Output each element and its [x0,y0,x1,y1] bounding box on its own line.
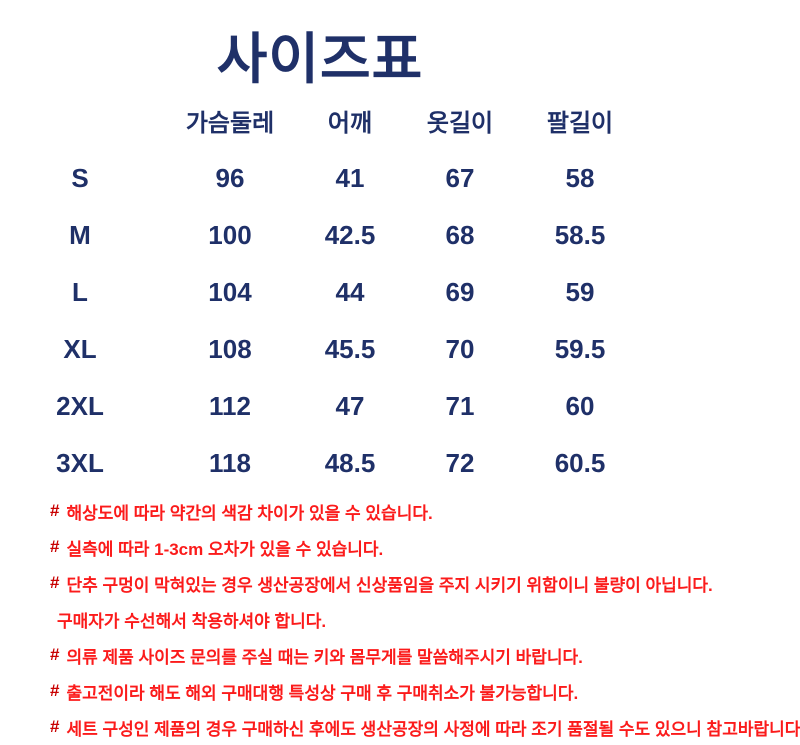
shoulder-value: 47 [335,391,365,421]
note-line: # 단추 구멍이 막혀있는 경우 생산공장에서 신상품임을 주지 시키기 위함이니… [0,565,800,601]
sleeve-value: 59.5 [554,334,606,364]
length-value: 70 [445,334,475,364]
note-text: 구매자가 수선해서 착용하셔야 합니다. [57,611,327,631]
length-value: 69 [445,277,475,307]
note-line: # 세트 구성인 제품의 경우 구매하신 후에도 생산공장의 사정에 따라 조기 … [0,709,800,745]
chest-value: 118 [209,448,251,478]
sleeve-value: 58.5 [554,220,606,250]
note-text: 단추 구멍이 막혀있는 경우 생산공장에서 신상품임을 주지 시키기 위함이니 … [66,575,713,595]
shoulder-value: 44 [335,277,365,307]
note-text: 세트 구성인 제품의 경우 구매하신 후에도 생산공장의 사정에 따라 조기 품… [66,719,800,739]
note-line: # 의류 제품 사이즈 문의를 주실 때는 키와 몸무게를 말씀해주시기 바랍니다… [0,637,800,673]
size-label: 2XL [56,391,104,421]
note-line: # 실측에 따라 1-3cm 오차가 있을 수 있습니다. [0,529,800,565]
length-value: 71 [445,391,475,421]
table-row: M 100 42.5 68 58.5 [0,207,640,264]
note-line: 구매자가 수선해서 착용하셔야 합니다. [0,601,800,637]
chest-value: 96 [215,163,245,193]
shoulder-value: 48.5 [324,448,376,478]
table-row: XL 108 45.5 70 59.5 [0,321,640,378]
note-hash: # [50,501,60,520]
note-text: 의류 제품 사이즈 문의를 주실 때는 키와 몸무게를 말씀해주시기 바랍니다. [66,647,583,667]
column-header-sleeve: 팔길이 [546,109,614,137]
table-row: 2XL 112 47 71 60 [0,378,640,435]
table-row: 3XL 118 48.5 72 60.5 [0,435,640,492]
note-hash: # [50,717,60,736]
note-hash: # [50,645,60,664]
size-label: S [71,163,89,193]
length-value: 72 [445,448,475,478]
chest-value: 112 [209,391,251,421]
sleeve-value: 59 [565,277,595,307]
note-line: # 해상도에 따라 약간의 색감 차이가 있을 수 있습니다. [0,493,800,529]
sleeve-value: 60.5 [554,448,606,478]
sleeve-value: 60 [565,391,595,421]
note-hash: # [50,681,60,700]
note-text: 실측에 따라 1-3cm 오차가 있을 수 있습니다. [66,539,384,559]
table-row: L 104 44 69 59 [0,264,640,321]
length-value: 68 [445,220,475,250]
page-title: 사이즈표 [216,28,424,90]
size-label: 3XL [56,448,104,478]
size-label: L [72,277,88,307]
note-text: 해상도에 따라 약간의 색감 차이가 있을 수 있습니다. [66,503,433,523]
table-header-row: 가슴둘레 어깨 옷길이 팔길이 [0,90,640,150]
table-row: S 96 41 67 58 [0,150,640,207]
size-label: M [69,220,91,250]
column-header-chest: 가슴둘레 [185,109,275,137]
length-value: 67 [445,163,475,193]
note-hash: # [50,573,60,592]
chest-value: 108 [208,334,252,364]
column-header-size [0,90,160,150]
shoulder-value: 42.5 [324,220,376,250]
chest-value: 100 [208,220,252,250]
column-header-shoulder: 어깨 [327,109,373,137]
notes-section: # 해상도에 따라 약간의 색감 차이가 있을 수 있습니다. # 실측에 따라 1… [0,492,800,745]
column-header-length: 옷길이 [426,109,494,137]
size-table: 가슴둘레 어깨 옷길이 팔길이 S 96 41 67 58 M 100 42.5 [0,90,640,492]
shoulder-value: 45.5 [324,334,376,364]
note-text: 출고전이라 해도 해외 구매대행 특성상 구매 후 구매취소가 불가능합니다. [66,683,579,703]
sleeve-value: 58 [565,163,595,193]
note-hash: # [50,537,60,556]
note-line: # 출고전이라 해도 해외 구매대행 특성상 구매 후 구매취소가 불가능합니다. [0,673,800,709]
size-chart-content: 사이즈표 가슴둘레 어깨 옷길이 팔길이 S 96 41 67 [0,28,640,492]
size-label: XL [63,334,97,364]
chest-value: 104 [208,277,252,307]
shoulder-value: 41 [335,163,365,193]
